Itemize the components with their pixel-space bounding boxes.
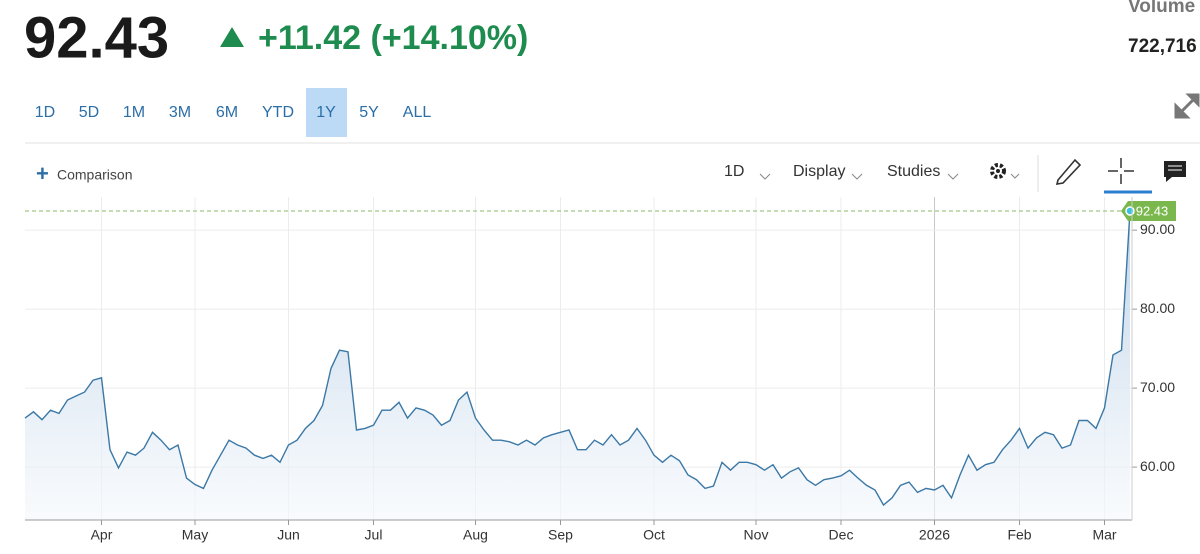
area-fill <box>25 211 1130 520</box>
range-button[interactable]: 1D <box>35 104 55 121</box>
x-tick-label: Mar <box>1092 527 1116 543</box>
chevron <box>947 173 959 180</box>
price: 92.43 <box>24 5 169 70</box>
plus-icon[interactable]: + <box>36 161 49 186</box>
volume-value: 722,716 <box>1128 36 1197 57</box>
x-tick-label: 2026 <box>919 527 950 543</box>
y-tick-label: 60.00 <box>1140 458 1175 474</box>
expand-icon[interactable] <box>1174 93 1200 119</box>
last-point <box>1125 206 1135 216</box>
y-tick-label: 70.00 <box>1140 379 1175 395</box>
x-tick-label: Jul <box>365 527 383 543</box>
price-change: +11.42 (+14.10%) <box>258 19 528 57</box>
range-button[interactable]: 5D <box>79 104 99 121</box>
up-arrow <box>220 27 244 47</box>
x-tick-label: May <box>182 527 208 543</box>
x-tick-label: Oct <box>643 527 665 543</box>
volume-label: Volume <box>1128 0 1195 17</box>
x-tick-label: Dec <box>829 527 854 543</box>
draw-icon[interactable] <box>1055 158 1082 185</box>
range-button[interactable]: YTD <box>262 104 294 121</box>
y-tick-label: 80.00 <box>1140 300 1175 316</box>
x-tick-label: Sep <box>548 527 573 543</box>
x-tick-label: Jun <box>277 527 300 543</box>
x-tick-label: Aug <box>463 527 488 543</box>
chevron <box>759 173 771 180</box>
price-line <box>24 210 1131 507</box>
chevron <box>851 173 863 180</box>
range-button[interactable]: 1M <box>123 104 145 121</box>
comparison-button[interactable]: Comparison <box>57 167 132 183</box>
crosshair-icon[interactable] <box>1108 158 1134 184</box>
x-tick-label: Feb <box>1007 527 1031 543</box>
range-buttons: 1D 5D 1M 3M 6M YTD 1Y 5Y ALL <box>35 104 432 121</box>
range-button[interactable]: 1Y <box>316 104 336 121</box>
range-button[interactable]: 5Y <box>359 104 379 121</box>
range-highlight <box>306 88 347 137</box>
x-tick-label: Nov <box>744 527 769 543</box>
interval-dropdown[interactable]: 1D <box>724 163 744 180</box>
range-button[interactable]: 6M <box>216 104 238 121</box>
plot: Apr May Jun Jul Aug Sep Oct Nov Dec 2026 Feb Mar 60.… <box>24 197 1176 543</box>
y-tick-label: 90.00 <box>1140 221 1175 237</box>
x-tick-label: Apr <box>91 527 113 543</box>
range-button[interactable]: ALL <box>403 104 432 121</box>
settings-icon[interactable] <box>990 163 1020 179</box>
comment-icon[interactable] <box>1164 161 1186 182</box>
last-price-label: 92.43 <box>1136 203 1169 218</box>
range-button[interactable]: 3M <box>169 104 191 121</box>
display-dropdown[interactable]: Display <box>793 163 845 180</box>
studies-dropdown[interactable]: Studies <box>887 163 940 180</box>
last-price-tag <box>1121 200 1176 221</box>
